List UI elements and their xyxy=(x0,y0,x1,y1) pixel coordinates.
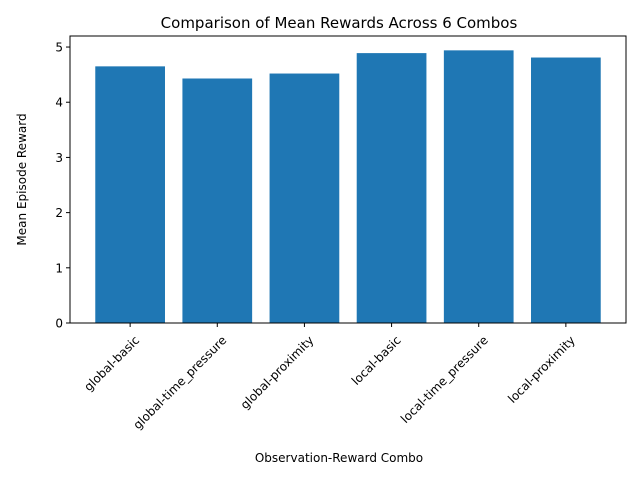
bar-global-basic xyxy=(95,66,165,323)
bar-local-proximity xyxy=(531,57,601,324)
x-axis-label: Observation-Reward Combo xyxy=(255,451,423,465)
bar-global-proximity xyxy=(269,73,340,324)
x-tick-label: local-time_pressure xyxy=(398,333,491,426)
y-tick-label: 1 xyxy=(55,261,63,275)
y-tick-label: 0 xyxy=(55,317,63,331)
y-tick-label: 3 xyxy=(55,151,63,165)
x-tick-label: local-basic xyxy=(349,333,404,388)
chart-title: Comparison of Mean Rewards Across 6 Comb… xyxy=(161,14,518,32)
y-axis-label: Mean Episode Reward xyxy=(15,113,29,245)
bars-group xyxy=(95,50,601,324)
bar-global-time_pressure xyxy=(182,78,253,323)
y-axis-ticks: 0 1 2 3 4 5 xyxy=(55,41,70,331)
bar-local-time_pressure xyxy=(443,50,514,323)
y-tick-label: 4 xyxy=(55,96,63,110)
x-tick-label: global-proximity xyxy=(238,333,317,412)
y-tick-label: 5 xyxy=(55,41,63,55)
x-tick-label: local-proximity xyxy=(505,333,578,406)
plot-frame xyxy=(69,35,627,324)
bar-local-basic xyxy=(356,53,427,323)
x-tick-label: global-basic xyxy=(81,333,142,394)
x-tick-label: global-time_pressure xyxy=(130,333,229,432)
y-tick-label: 2 xyxy=(55,206,63,220)
